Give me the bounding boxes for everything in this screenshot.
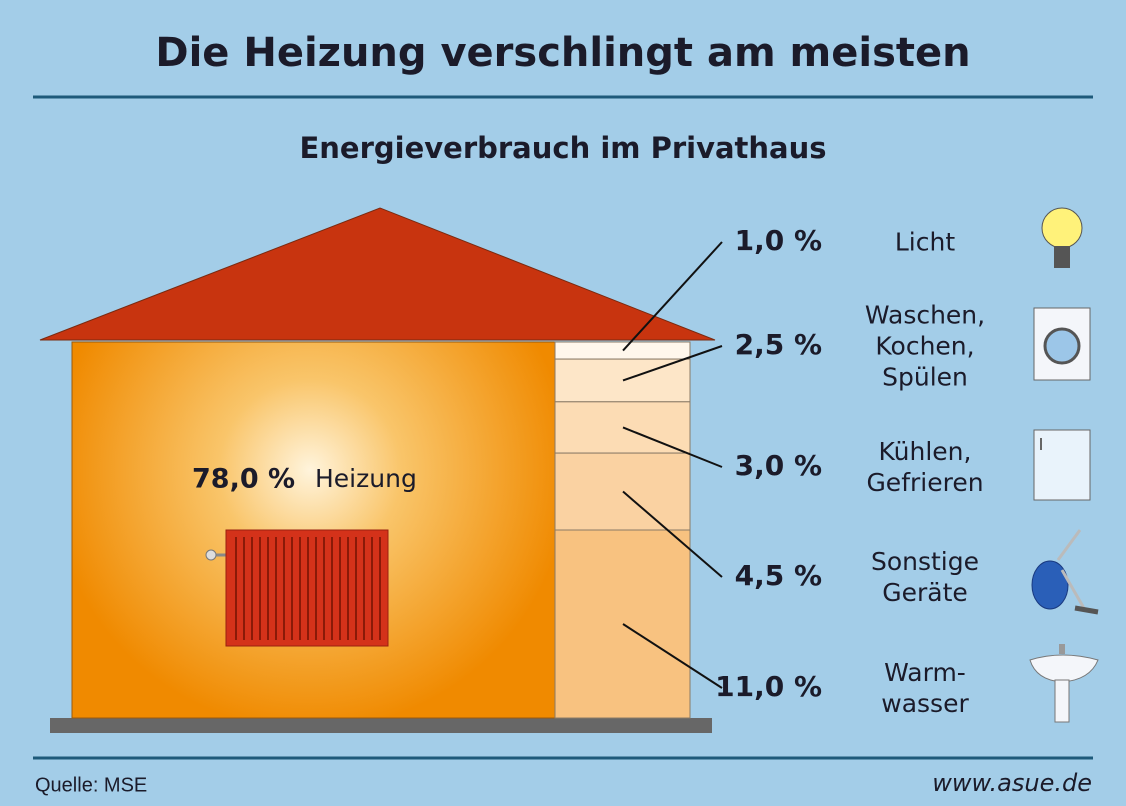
chart-title: Die Heizung verschlingt am meisten — [155, 30, 970, 76]
url: www.asue.de — [932, 769, 1092, 797]
value-label: 3,0 % — [735, 449, 822, 482]
segment — [555, 530, 690, 718]
source: Quelle: MSE — [35, 774, 147, 796]
value-label: 78,0 % — [192, 464, 295, 495]
category-label: Licht — [835, 227, 1015, 258]
category-label: Warm- wasser — [835, 657, 1015, 719]
category-label: Sonstige Geräte — [835, 546, 1015, 608]
value-label: 4,5 % — [735, 559, 822, 592]
category-label: Heizung — [315, 464, 417, 493]
value-label: 1,0 % — [735, 224, 822, 257]
category-label: Waschen, Kochen, Spülen — [835, 300, 1015, 393]
icons — [1030, 208, 1098, 722]
foundation — [50, 718, 712, 733]
value-label: 11,0 % — [715, 670, 822, 703]
radiator — [206, 530, 388, 646]
segment — [555, 342, 690, 359]
value-label: 2,5 % — [735, 328, 822, 361]
category-label: Kühlen, Gefrieren — [835, 436, 1015, 498]
segment — [555, 453, 690, 530]
infographic: Die Heizung verschlingt am meisten Energ… — [0, 0, 1126, 806]
segment — [555, 359, 690, 402]
chart-subtitle: Energieverbrauch im Privathaus — [299, 131, 826, 165]
roof — [40, 208, 715, 340]
